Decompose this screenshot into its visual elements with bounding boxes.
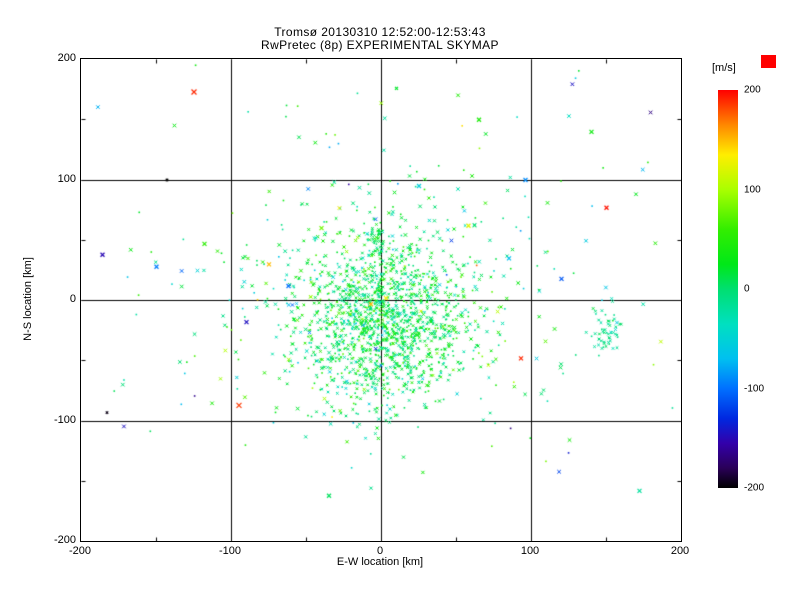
plot-title: Tromsø 20130310 12:52:00-12:53:43 bbox=[274, 25, 486, 39]
colorbar-unit-label: [m/s] bbox=[712, 62, 736, 74]
colorbar-tick-label: -200 bbox=[744, 482, 765, 494]
colorbar-tick-label: 200 bbox=[744, 84, 761, 96]
scatter-canvas bbox=[81, 59, 681, 541]
plot-area bbox=[80, 58, 682, 542]
y-tick-label: -200 bbox=[53, 534, 76, 546]
colorbar bbox=[718, 90, 738, 488]
x-axis-title: E-W location [km] bbox=[336, 556, 424, 568]
colorbar-tick-label: -100 bbox=[744, 383, 765, 394]
x-tick-label: 0 bbox=[376, 545, 384, 557]
x-tick-label: -100 bbox=[218, 545, 242, 557]
x-tick-label: 100 bbox=[520, 545, 540, 557]
x-tick-label: -200 bbox=[68, 545, 92, 557]
y-tick-label: 100 bbox=[57, 172, 76, 185]
colorbar-tick-label: 0 bbox=[744, 283, 750, 295]
colorbar-tick-label: 100 bbox=[744, 184, 761, 195]
x-tick-label: 200 bbox=[670, 545, 690, 557]
y-tick-label: 0 bbox=[69, 293, 76, 305]
colorbar-max-swatch bbox=[761, 55, 776, 68]
plot-subtitle: RwPretec (8p) EXPERIMENTAL SKYMAP bbox=[261, 38, 499, 52]
y-axis-title: N-S location [km] bbox=[22, 257, 34, 341]
y-tick-label: 200 bbox=[57, 52, 76, 64]
y-tick-label: -100 bbox=[53, 413, 76, 426]
